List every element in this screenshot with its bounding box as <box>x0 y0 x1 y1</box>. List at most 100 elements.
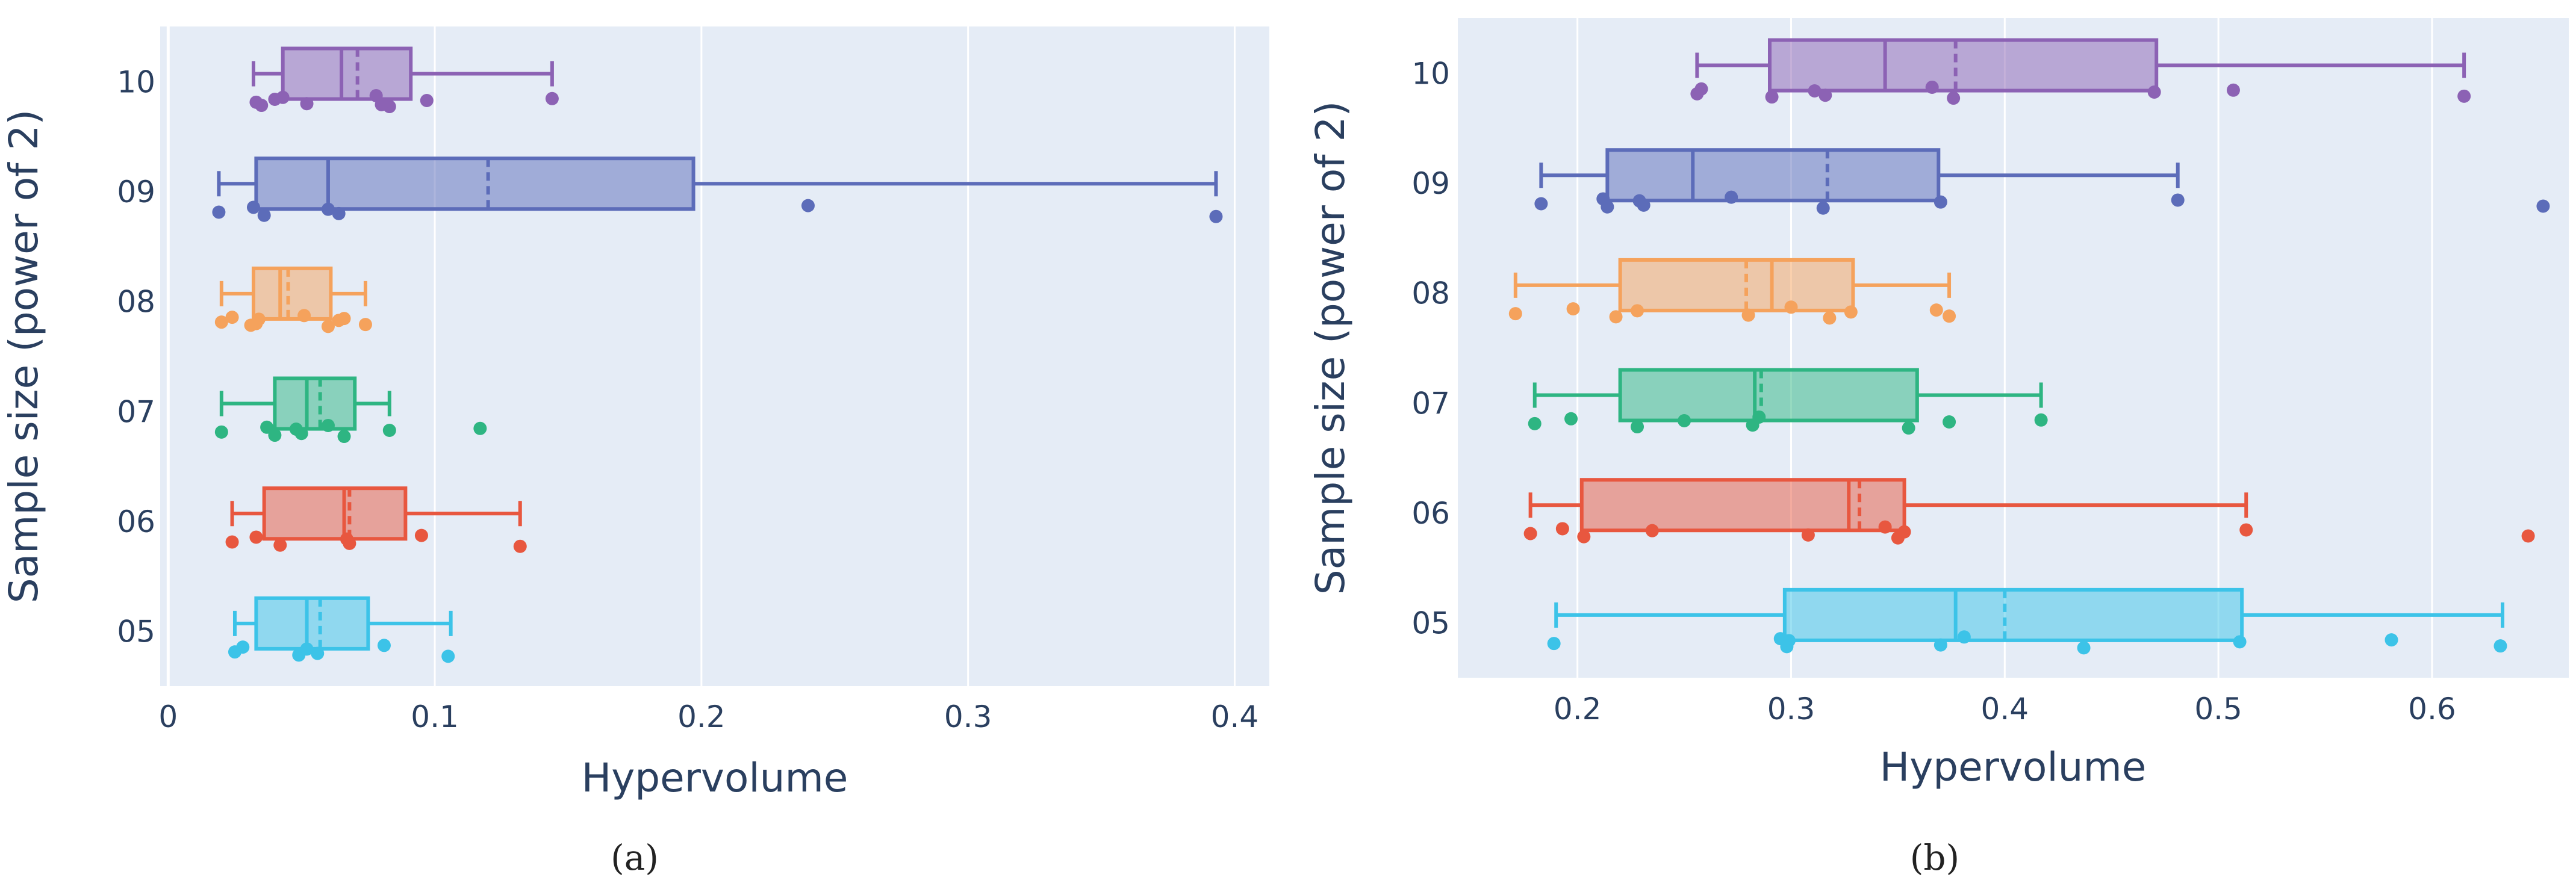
data-point <box>1934 195 1947 209</box>
data-point <box>1741 308 1755 322</box>
y-tick-label-b-10: 10 <box>1411 56 1450 91</box>
data-point <box>2171 193 2185 207</box>
data-point <box>249 317 263 330</box>
box-iqr <box>1618 258 1855 312</box>
y-tick-label-a-05: 05 <box>117 615 155 649</box>
data-point <box>212 205 226 219</box>
data-point <box>1609 310 1623 324</box>
data-point <box>1878 520 1892 534</box>
y-axis-title-a: Sample size (power of 2) <box>1 110 47 603</box>
data-point <box>2385 633 2398 647</box>
box-iqr <box>1605 148 1941 203</box>
data-point <box>1631 304 1644 318</box>
data-point <box>2226 83 2240 97</box>
data-point <box>1555 522 1569 536</box>
x-axis-title-a: Hypervolume <box>582 755 848 801</box>
plot-area-a <box>160 26 1269 686</box>
data-point <box>1823 311 1837 325</box>
data-point <box>1678 413 1691 427</box>
data-point <box>1925 80 1939 94</box>
plot-area-b <box>1458 18 2569 678</box>
data-point <box>1929 303 1943 317</box>
data-point <box>377 639 391 652</box>
data-point <box>1943 415 1956 429</box>
box-iqr <box>273 376 357 431</box>
y-tick-label-b-06: 06 <box>1411 496 1450 531</box>
data-point <box>294 427 308 441</box>
data-point <box>2457 89 2471 103</box>
data-point <box>300 97 314 111</box>
x-tick-label-a-0: 0 <box>158 699 178 734</box>
box-iqr <box>1618 368 1919 423</box>
data-point <box>1784 300 1798 314</box>
box-iqr <box>1768 38 2159 93</box>
x-tick-label-b-0: 0.2 <box>1554 692 1602 726</box>
x-tick-label-a-2: 0.2 <box>677 699 726 734</box>
data-point <box>1957 630 1971 644</box>
data-point <box>2147 85 2161 99</box>
data-point <box>268 429 282 442</box>
box-group-b-09 <box>1534 148 2550 215</box>
data-point <box>300 642 314 656</box>
data-point <box>2034 413 2048 427</box>
data-point <box>1564 412 1578 426</box>
data-point <box>1631 420 1644 434</box>
data-point <box>1902 421 1915 435</box>
x-tick-label-b-3: 0.5 <box>2194 692 2242 726</box>
data-point <box>321 202 335 216</box>
data-point <box>1765 90 1779 104</box>
x-tick-label-a-4: 0.4 <box>1211 699 1259 734</box>
data-point <box>225 535 239 549</box>
data-point <box>255 99 269 113</box>
x-tick-label-a-3: 0.3 <box>944 699 992 734</box>
data-point <box>1566 302 1580 316</box>
box-group-b-06 <box>1523 478 2535 545</box>
data-point <box>1818 88 1832 102</box>
data-point <box>321 320 335 333</box>
data-point <box>414 528 428 542</box>
box-group-b-10 <box>1690 38 2471 105</box>
box-group-b-05 <box>1547 587 2507 655</box>
data-point <box>2536 199 2550 213</box>
box-group-a-10 <box>249 46 559 114</box>
box-group-a-08 <box>214 266 372 333</box>
grid-lines-a <box>166 26 1236 686</box>
data-point <box>1808 84 1822 98</box>
data-point <box>337 312 351 326</box>
data-point <box>257 208 271 222</box>
boxes-a <box>212 46 1223 663</box>
box-iqr <box>254 156 695 211</box>
box-group-a-07 <box>214 376 487 444</box>
data-point <box>1547 637 1561 651</box>
x-tick-label-a-1: 0.1 <box>411 699 459 734</box>
y-axis-title-b: Sample size (power of 2) <box>1307 101 1354 595</box>
x-axis-title-b: Hypervolume <box>1880 744 2147 790</box>
data-point <box>297 309 311 323</box>
data-point <box>214 315 228 329</box>
y-tick-label-a-06: 06 <box>117 504 155 539</box>
data-point <box>1816 201 1830 215</box>
data-point <box>2077 641 2091 655</box>
data-point <box>1801 528 1815 542</box>
data-point <box>1637 198 1650 212</box>
data-point <box>343 536 356 550</box>
data-point <box>473 421 487 435</box>
y-tick-labels-a: 10 09 08 07 06 05 <box>117 64 155 649</box>
data-point <box>1943 309 1956 323</box>
data-point <box>225 311 239 324</box>
data-point <box>337 430 351 444</box>
data-point <box>1947 91 1961 105</box>
panel-label-b: (b) <box>1910 837 1959 878</box>
y-tick-label-a-08: 08 <box>117 285 155 320</box>
box-iqr <box>251 266 333 321</box>
x-tick-label-b-2: 0.4 <box>1981 692 2029 726</box>
data-point <box>321 418 335 432</box>
data-point <box>2233 635 2247 649</box>
data-point <box>1645 524 1659 537</box>
box-group-a-06 <box>225 486 527 553</box>
data-point <box>268 92 282 106</box>
data-point <box>236 640 250 654</box>
data-point <box>545 91 559 105</box>
data-point <box>801 199 815 212</box>
y-tick-labels-b: 10 09 08 07 06 05 <box>1411 56 1450 640</box>
